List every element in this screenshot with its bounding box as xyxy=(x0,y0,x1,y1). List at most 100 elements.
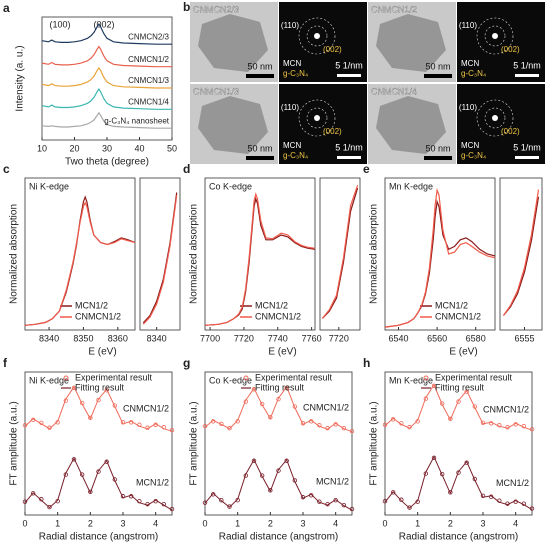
fitting-line xyxy=(204,385,353,433)
x-tick-label: 6560 xyxy=(427,333,447,343)
x-tick-label: 1 xyxy=(55,518,60,528)
legend-label: Fitting result xyxy=(435,382,485,392)
sample-label: CNMCN1/2 xyxy=(303,403,349,413)
edge-title: Ni K-edge xyxy=(29,181,69,191)
x-axis-label: E (eV) xyxy=(268,347,296,358)
diffraction-image xyxy=(279,84,367,164)
experimental-point xyxy=(104,459,109,464)
phase-label: MCN xyxy=(283,141,301,150)
edge-title: Co K-edge xyxy=(209,181,252,191)
experimental-point xyxy=(284,458,289,463)
x-tick-label: 4 xyxy=(513,518,518,528)
diffraction-scale-bar xyxy=(337,156,361,159)
x-tick-label: 7740 xyxy=(268,333,288,343)
sample-label: MCN1/2 xyxy=(496,478,529,488)
sample-label: MCN1/2 xyxy=(136,478,169,488)
x-tick-label: 50 xyxy=(167,143,177,153)
y-axis-label: FT amplitude (a.u.) xyxy=(9,401,20,485)
experimental-point xyxy=(22,499,28,504)
panel-label: c xyxy=(3,162,10,176)
x-tick-label: 0 xyxy=(22,518,27,528)
x-tick-label: 7720 xyxy=(329,333,349,343)
experimental-point xyxy=(219,498,224,503)
experimental-point xyxy=(390,490,396,495)
x-tick-label: 3 xyxy=(120,518,125,528)
ring-label: (110) xyxy=(459,21,477,30)
diffraction-image xyxy=(457,2,545,82)
diffraction-scale: 5 1/nm xyxy=(513,60,541,70)
y-axis-label: Normalized absorption xyxy=(9,204,20,304)
diffraction-ring xyxy=(306,25,328,47)
legend-label: MCN1/2 xyxy=(75,300,108,310)
experimental-point xyxy=(47,504,52,510)
fitting-line xyxy=(204,458,353,511)
experimental-point xyxy=(480,420,486,425)
diffraction-ring xyxy=(484,107,506,129)
ring-label: (110) xyxy=(281,103,299,112)
x-tick-label: 6580 xyxy=(466,333,486,343)
series-line xyxy=(204,192,316,326)
x-axis-label: Radial distance (angstrom) xyxy=(219,532,339,543)
panel-label: d xyxy=(183,162,190,176)
x-tick-label: 8340 xyxy=(147,333,167,343)
series-line xyxy=(384,187,496,328)
y-axis-label: Normalized absorption xyxy=(369,204,380,304)
phase-label: g-C₃N₄ xyxy=(461,69,486,78)
x-tick-label: 8350 xyxy=(73,333,93,343)
diffraction-ring xyxy=(298,99,336,137)
series-line xyxy=(503,189,540,316)
x-tick-label: 7720 xyxy=(234,333,254,343)
legend-label: Fitting result xyxy=(255,382,305,392)
fitting-line xyxy=(384,383,533,431)
series-line xyxy=(41,111,172,129)
phase-label: g-C₃N₄ xyxy=(283,69,308,78)
x-tick-label: 8340 xyxy=(39,333,59,343)
experimental-point xyxy=(407,505,412,510)
experimental-point xyxy=(341,502,347,508)
sample-name: CNMCN1/3 xyxy=(193,86,239,96)
diffraction-scale-bar xyxy=(337,74,361,77)
y-axis-label: FT amplitude (a.u.) xyxy=(369,401,380,485)
series-line xyxy=(503,196,540,316)
ring-label: (002) xyxy=(501,45,520,54)
x-tick-label: 8360 xyxy=(108,333,128,343)
legend-label: Fitting result xyxy=(75,382,125,392)
ring-label: (110) xyxy=(281,21,299,30)
experimental-point xyxy=(333,498,338,503)
legend-label: MCN1/2 xyxy=(255,300,288,310)
series-label: CNMCN1/2 xyxy=(128,55,169,64)
x-tick-label: 0 xyxy=(202,518,207,528)
experimental-point xyxy=(464,460,469,465)
x-tick-label: 40 xyxy=(134,143,144,153)
ring-label: (002) xyxy=(323,45,342,54)
x-axis-label: Radial distance (angstrom) xyxy=(399,532,519,543)
experimental-point xyxy=(317,499,322,504)
x-tick-label: 6555 xyxy=(514,333,534,343)
panel-label: g xyxy=(183,356,190,370)
y-axis-label: FT amplitude (a.u.) xyxy=(189,401,200,485)
diffraction-center xyxy=(314,115,320,121)
panel-label: e xyxy=(363,162,370,176)
series-label: CNMCN2/3 xyxy=(128,32,169,41)
tem-particle xyxy=(376,96,446,154)
x-tick-label: 2 xyxy=(268,518,273,528)
ring-label: (110) xyxy=(459,103,477,112)
experimental-point xyxy=(22,423,28,428)
legend-label: CNMCN1/2 xyxy=(435,311,481,321)
sample-name: CNMCN1/4 xyxy=(371,86,417,96)
tem-particle xyxy=(376,14,446,72)
series-line xyxy=(41,45,172,68)
sample-label: CNMCN1/2 xyxy=(123,404,169,414)
phase-label: g-C₃N₄ xyxy=(283,151,308,160)
diffraction-scale-bar xyxy=(515,74,539,77)
diffraction-ring xyxy=(484,25,506,47)
diffraction-center xyxy=(314,33,320,39)
axis-frame xyxy=(319,177,361,331)
x-tick-label: 3 xyxy=(300,518,305,528)
experimental-point xyxy=(96,469,101,474)
x-tick-label: 3 xyxy=(480,518,485,528)
axis-frame xyxy=(384,177,496,331)
y-axis-label: Intensity (a. u.) xyxy=(15,45,26,111)
panel-label: h xyxy=(363,356,370,370)
